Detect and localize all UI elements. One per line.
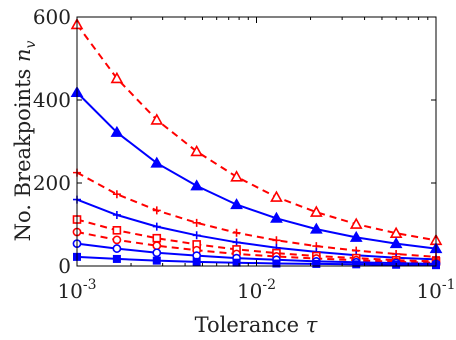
- x-axis-label: Tolerance τ: [195, 313, 318, 337]
- x-tick-labels: 10-3 10-2 10-1: [57, 277, 455, 303]
- series-7-point-7: [352, 260, 361, 269]
- x-tick-label-1: 10-2: [237, 277, 276, 303]
- y-tick-label-3: 600: [33, 5, 71, 29]
- series-7-point-2: [152, 256, 161, 265]
- series-0: [70, 17, 443, 246]
- series-1-point-4: [230, 198, 243, 210]
- y-tick-label-0: 0: [58, 254, 71, 278]
- series-3-point-3: [192, 231, 201, 240]
- series-1-point-7: [349, 230, 363, 242]
- axes-box: [76, 16, 437, 267]
- series-3-line: [76, 198, 437, 261]
- y-axis-label: No. Breakpoints nv: [11, 41, 39, 242]
- series-5-point-1: [112, 235, 122, 245]
- series-3-point-1: [112, 210, 121, 219]
- series-0-point-3: [190, 144, 204, 157]
- series-0-point-1: [110, 71, 124, 84]
- y-tick-labels: 0 200 400 600: [33, 5, 71, 278]
- series-1-point-1: [110, 125, 124, 137]
- series-1: [70, 86, 443, 254]
- series-1-line: [76, 91, 437, 250]
- series-0-point-2: [150, 113, 164, 125]
- series-6-line: [76, 242, 437, 265]
- series-4-point-1: [112, 226, 122, 235]
- series-2-point-3: [192, 218, 201, 227]
- series-0-point-6: [309, 205, 323, 217]
- series-1-point-2: [150, 156, 164, 168]
- series-1-point-3: [190, 179, 204, 191]
- y-tick-label-2: 400: [33, 88, 71, 112]
- series-0-point-4: [230, 170, 243, 182]
- series-4-line: [76, 218, 437, 263]
- axes: [76, 16, 437, 267]
- series-7-point-3: [192, 257, 201, 266]
- series-0-line: [76, 23, 437, 242]
- series-7-point-5: [272, 259, 281, 268]
- series-5-point-2: [152, 241, 162, 251]
- series-2-point-5: [272, 236, 281, 245]
- series-1-point-5: [270, 211, 283, 223]
- series-3-point-2: [152, 222, 161, 231]
- x-tick-label-0: 10-3: [57, 277, 96, 303]
- series-7-point-6: [312, 259, 321, 268]
- series-0-point-5: [270, 190, 283, 202]
- series-6-point-2: [152, 248, 162, 258]
- series-2-point-1: [112, 190, 121, 199]
- series-3: [73, 195, 440, 264]
- series-2-point-4: [232, 228, 241, 237]
- series-3-point-4: [232, 238, 241, 247]
- series-1-point-8: [389, 237, 403, 249]
- series-5-line: [76, 231, 437, 264]
- series-4-point-2: [152, 233, 162, 243]
- series-2: [73, 168, 440, 261]
- plot-area: [70, 17, 443, 270]
- series-6-point-1: [112, 244, 122, 253]
- y-tick-label-1: 200: [33, 171, 71, 195]
- series-2-line: [76, 171, 437, 258]
- series-1-point-6: [309, 222, 323, 234]
- series-2-point-2: [152, 206, 161, 215]
- series-7-point-1: [112, 254, 121, 263]
- x-tick-label-2: 10-1: [416, 277, 455, 303]
- series-0-point-7: [349, 217, 363, 229]
